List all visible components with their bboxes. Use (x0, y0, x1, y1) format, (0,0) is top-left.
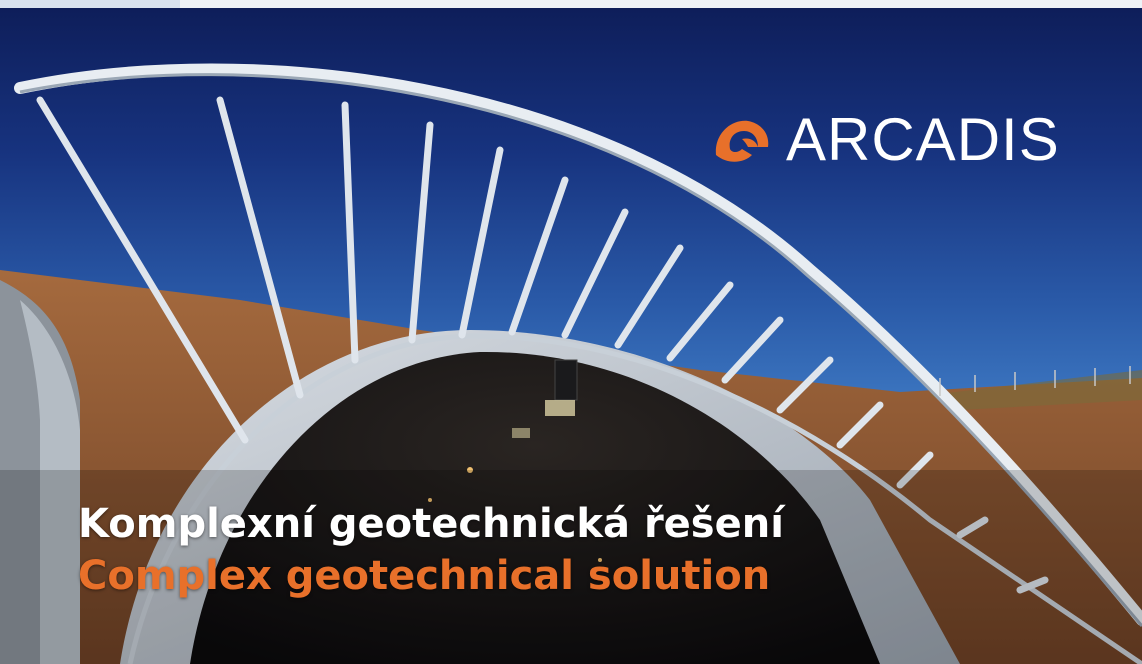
tunnel-interior (190, 351, 880, 664)
grass-band (930, 370, 1142, 410)
brand-name: ARCADIS (786, 106, 1060, 173)
arcadis-swoosh-icon (715, 120, 769, 162)
headline-english: Complex geotechnical solution (78, 553, 771, 599)
headline-czech: Komplexní geotechnická řešení (78, 501, 784, 547)
headline: Komplexní geotechnická řešení Complex ge… (78, 498, 784, 602)
railing-top-rail (14, 63, 1142, 626)
arcadis-logo[interactable]: ARCADIS (712, 104, 1060, 176)
top-strip (0, 0, 1142, 8)
railing-balusters (36, 96, 1049, 594)
tunnel-scene (0, 63, 1142, 664)
tunnel-portal-photo (0, 8, 1142, 664)
